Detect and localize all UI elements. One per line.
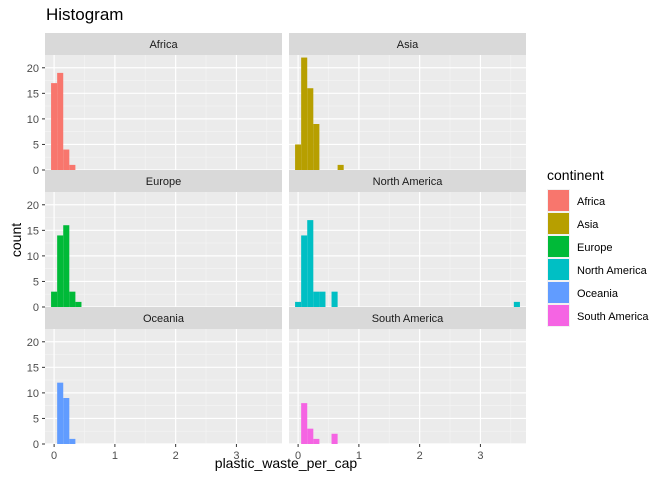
legend-title: continent	[547, 167, 604, 183]
panel-bg-africa	[45, 55, 282, 170]
histogram-bar-europe	[51, 291, 58, 307]
y-tick-label: 15	[27, 362, 39, 374]
x-tick-label: 0	[51, 450, 57, 462]
histogram-bar-north-america	[319, 291, 326, 307]
facet-strip-oceania	[45, 307, 282, 329]
y-tick-label: 0	[33, 439, 39, 451]
y-tick-label: 0	[33, 302, 39, 314]
legend-swatch-asia	[548, 213, 569, 234]
histogram-bar-oceania	[69, 438, 76, 444]
histogram-bar-asia	[337, 164, 344, 170]
histogram-bar-africa	[63, 149, 70, 170]
y-tick-label: 15	[27, 225, 39, 237]
facet-strip-south-america	[289, 307, 526, 329]
legend-label: North America	[577, 265, 648, 277]
histogram-bar-europe	[75, 301, 82, 307]
histogram-bar-asia	[295, 144, 302, 170]
facet-strip-asia	[289, 33, 526, 55]
y-tick-label: 0	[33, 165, 39, 177]
y-tick-label: 10	[27, 388, 39, 400]
x-tick-label: 1	[112, 450, 118, 462]
panel-bg-oceania	[45, 329, 282, 444]
histogram-bar-north-america	[301, 235, 308, 307]
facet-label-europe: Europe	[146, 176, 181, 188]
panel-bg-north-america	[289, 192, 526, 307]
legend-swatch-oceania	[548, 282, 569, 303]
legend-label: Africa	[577, 196, 606, 208]
x-tick-label: 3	[233, 450, 239, 462]
y-tick-label: 15	[27, 88, 39, 100]
y-tick-label: 5	[33, 413, 39, 425]
histogram-bar-africa	[69, 164, 76, 170]
facet-strip-europe	[45, 170, 282, 192]
panel-bg-south-america	[289, 329, 526, 444]
y-tick-label: 5	[33, 139, 39, 151]
y-tick-label: 10	[27, 251, 39, 263]
legend-swatch-south-america	[548, 305, 569, 326]
y-tick-label: 10	[27, 114, 39, 126]
histogram-bar-north-america	[295, 301, 302, 307]
facet-label-north-america: North America	[373, 176, 444, 188]
legend-label: Europe	[577, 242, 612, 254]
x-tick-label: 2	[173, 450, 179, 462]
x-tick-label: 1	[356, 450, 362, 462]
facet-label-asia: Asia	[397, 39, 419, 51]
histogram-bar-south-america	[301, 403, 308, 444]
y-axis-label: count	[8, 223, 24, 257]
panel-bg-europe	[45, 192, 282, 307]
x-tick-label: 0	[295, 450, 301, 462]
legend-label: Asia	[577, 219, 599, 231]
histogram-bar-south-america	[313, 438, 320, 444]
legend-swatch-north-america	[548, 259, 569, 280]
histogram-bar-africa	[57, 72, 64, 170]
x-tick-label: 3	[477, 450, 483, 462]
x-axis-label: plastic_waste_per_cap	[214, 455, 358, 471]
histogram-bar-south-america	[307, 428, 314, 444]
histogram-bar-oceania	[63, 398, 70, 444]
histogram-bar-europe	[57, 235, 64, 307]
histogram-bar-north-america	[331, 291, 338, 307]
y-tick-label: 20	[27, 337, 39, 349]
panel-bg-asia	[289, 55, 526, 170]
legend-swatch-europe	[548, 236, 569, 257]
histogram-bar-europe	[63, 225, 70, 307]
facet-strip-africa	[45, 33, 282, 55]
histogram-bar-asia	[313, 124, 320, 170]
histogram-bar-north-america	[513, 301, 520, 307]
histogram-bar-oceania	[57, 382, 64, 444]
histogram-bar-asia	[301, 57, 308, 170]
legend-swatch-africa	[548, 190, 569, 211]
histogram-bar-africa	[51, 83, 58, 170]
histogram-bar-south-america	[331, 433, 338, 444]
histogram-bar-north-america	[307, 220, 314, 307]
histogram-bar-europe	[69, 291, 76, 307]
y-tick-label: 20	[27, 200, 39, 212]
facet-label-oceania: Oceania	[143, 313, 185, 325]
chart-title: Histogram	[46, 5, 124, 24]
y-tick-label: 5	[33, 276, 39, 288]
facet-label-africa: Africa	[149, 39, 178, 51]
histogram-bar-north-america	[313, 291, 320, 307]
legend-label: Oceania	[577, 288, 619, 300]
x-tick-label: 2	[417, 450, 423, 462]
histogram-bar-asia	[307, 88, 314, 170]
y-tick-label: 20	[27, 63, 39, 75]
facet-strip-north-america	[289, 170, 526, 192]
legend-label: South America	[577, 311, 649, 323]
facet-label-south-america: South America	[372, 313, 444, 325]
